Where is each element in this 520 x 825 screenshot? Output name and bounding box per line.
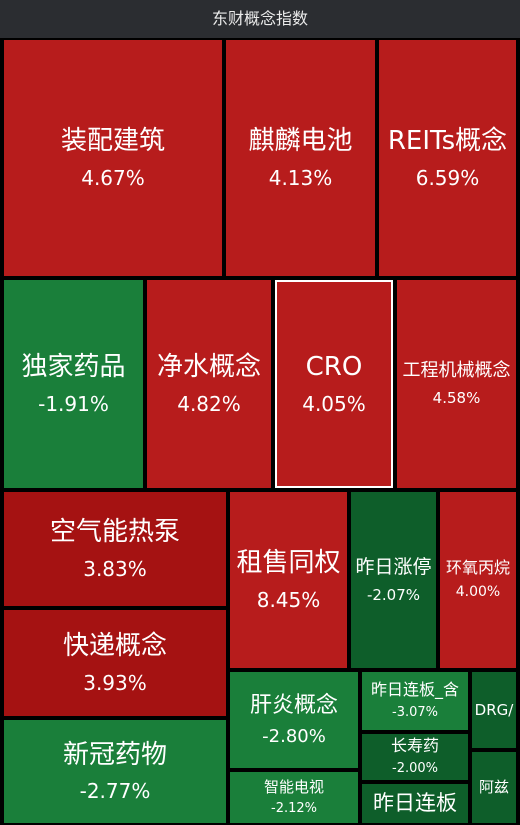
tile-name: 装配建筑 [60, 126, 165, 157]
tile-change: -2.07% [366, 585, 421, 604]
tile-name: 昨日连板 [373, 791, 457, 816]
chart-title: 东财概念指数 [0, 0, 520, 38]
treemap-tile[interactable]: 阿兹 [470, 750, 518, 825]
tile-name: 长寿药 [390, 736, 439, 756]
tile-change: 3.93% [83, 670, 147, 695]
treemap-tile[interactable]: 快递概念 3.93% [2, 608, 228, 718]
tile-change: -2.77% [79, 779, 151, 804]
treemap-tile[interactable]: 净水概念 4.82% [145, 278, 273, 490]
tile-change: 4.58% [432, 388, 481, 407]
tile-name: 空气能热泵 [49, 517, 180, 548]
treemap-tile[interactable]: 环氧丙烷 4.00% [438, 490, 518, 670]
tile-change: -2.12% [271, 801, 317, 817]
tile-change: 4.13% [268, 165, 333, 190]
treemap-tile[interactable]: 空气能热泵 3.83% [2, 490, 228, 608]
tile-name: 昨日连板_含 [370, 680, 459, 700]
treemap-tile[interactable]: 肝炎概念 -2.80% [228, 670, 360, 770]
treemap-tile[interactable]: 麒麟电池 4.13% [224, 38, 377, 278]
tile-name: 肝炎概念 [249, 692, 338, 718]
tile-name: 新冠药物 [62, 739, 167, 770]
treemap-tile[interactable]: 昨日连板 [360, 782, 470, 825]
tile-name: 租售同权 [236, 548, 341, 579]
tile-name: REITs概念 [387, 126, 508, 157]
tile-name: 昨日涨停 [355, 555, 432, 578]
tile-change: -2.00% [392, 761, 438, 777]
tile-change: -1.91% [38, 391, 109, 416]
treemap-tile[interactable]: 新冠药物 -2.77% [2, 718, 228, 825]
tile-change: 6.59% [415, 165, 480, 190]
tile-name: 智能电视 [263, 777, 324, 796]
treemap-tile[interactable]: 智能电视 -2.12% [228, 770, 360, 825]
tile-name: 快递概念 [62, 631, 167, 662]
tile-change: -3.07% [392, 705, 438, 721]
treemap-tile[interactable]: 装配建筑 4.67% [2, 38, 224, 278]
treemap-tile[interactable]: CRO 4.05% [273, 278, 395, 490]
tile-change: 3.83% [83, 556, 147, 581]
tile-name: 工程机械概念 [402, 360, 511, 382]
treemap-tile[interactable]: 独家药品 -1.91% [2, 278, 145, 490]
tile-name: 麒麟电池 [248, 126, 353, 157]
treemap-tile[interactable]: 租售同权 8.45% [228, 490, 349, 670]
tile-name: 净水概念 [156, 352, 261, 383]
treemap-tile[interactable]: 长寿药 -2.00% [360, 732, 470, 782]
tile-change: -2.80% [262, 726, 326, 747]
treemap-tile[interactable]: 工程机械概念 4.58% [395, 278, 518, 490]
tile-name: DRG/ [474, 700, 514, 719]
tile-change: 4.00% [455, 584, 501, 601]
treemap-tile[interactable]: REITs概念 6.59% [377, 38, 518, 278]
treemap-tile[interactable]: 昨日连板_含 -3.07% [360, 670, 470, 732]
tile-name: CRO [305, 352, 363, 383]
tile-change: 4.82% [177, 391, 241, 416]
tile-name: 独家药品 [21, 352, 126, 383]
treemap-tile[interactable]: 昨日涨停 -2.07% [349, 490, 438, 670]
tile-change: 8.45% [256, 587, 321, 612]
tile-change: 4.67% [81, 165, 145, 190]
tile-change: 4.05% [302, 391, 366, 416]
tile-name: 环氧丙烷 [445, 558, 510, 578]
treemap-tile[interactable]: DRG/ [470, 670, 518, 750]
tile-name: 阿兹 [478, 778, 509, 797]
